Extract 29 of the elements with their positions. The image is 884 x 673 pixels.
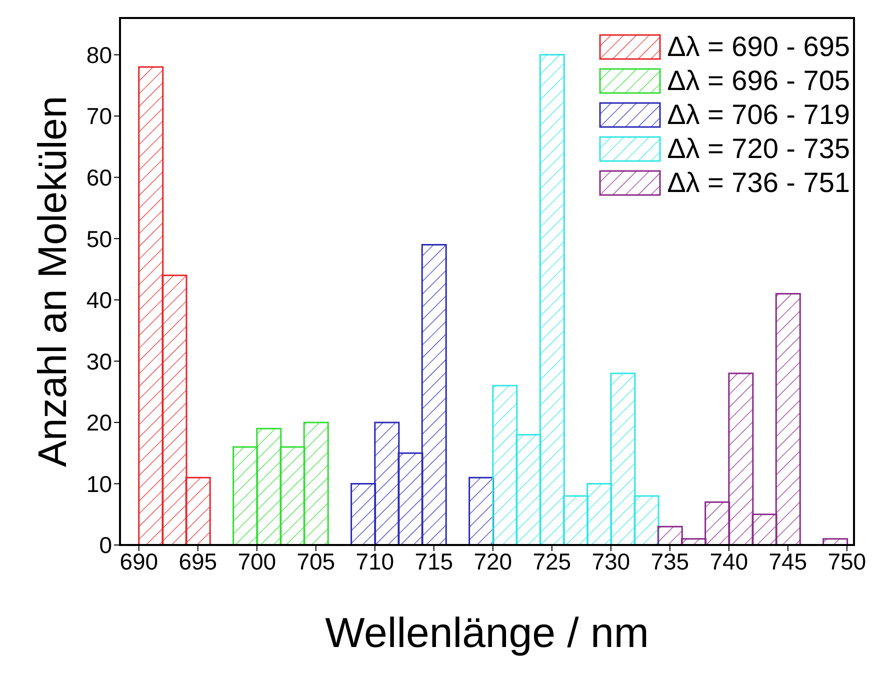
y-tick-label: 80 — [86, 42, 112, 68]
x-tick-label: 690 — [120, 548, 158, 574]
x-tick-label: 735 — [650, 548, 690, 574]
x-tick-label: 725 — [532, 548, 572, 574]
x-tick-label: 730 — [592, 548, 630, 574]
x-tick-label: 700 — [238, 548, 276, 574]
x-tick-label: 740 — [710, 548, 748, 574]
y-tick-label: 70 — [86, 103, 112, 130]
y-tick-label: 30 — [86, 348, 112, 374]
x-tick-label: 720 — [474, 548, 512, 574]
y-tick-label: 10 — [86, 470, 112, 497]
x-tick-label: 705 — [296, 548, 336, 574]
legend-label: Δλ = 736 - 751 — [667, 167, 850, 199]
y-tick-label: 50 — [86, 226, 112, 252]
y-tick-label: 40 — [86, 287, 112, 314]
y-tick-label: 20 — [86, 410, 112, 436]
legend-label: Δλ = 696 - 705 — [667, 65, 850, 97]
legend-label: Δλ = 706 - 719 — [667, 99, 850, 131]
x-tick-label: 710 — [356, 548, 394, 574]
x-tick-label: 750 — [828, 548, 866, 574]
x-axis-title: Wellenlänge / nm — [325, 609, 649, 656]
legend-label: Δλ = 690 - 695 — [667, 31, 850, 63]
y-tick-label: 0 — [99, 532, 112, 558]
x-tick-label: 695 — [178, 548, 218, 574]
y-tick-label: 60 — [86, 164, 112, 190]
y-axis-title: Anzahl an Molekülen — [31, 96, 76, 468]
x-tick-label: 745 — [768, 548, 808, 574]
x-tick-label: 715 — [414, 548, 454, 574]
legend-label: Δλ = 720 - 735 — [667, 133, 850, 165]
